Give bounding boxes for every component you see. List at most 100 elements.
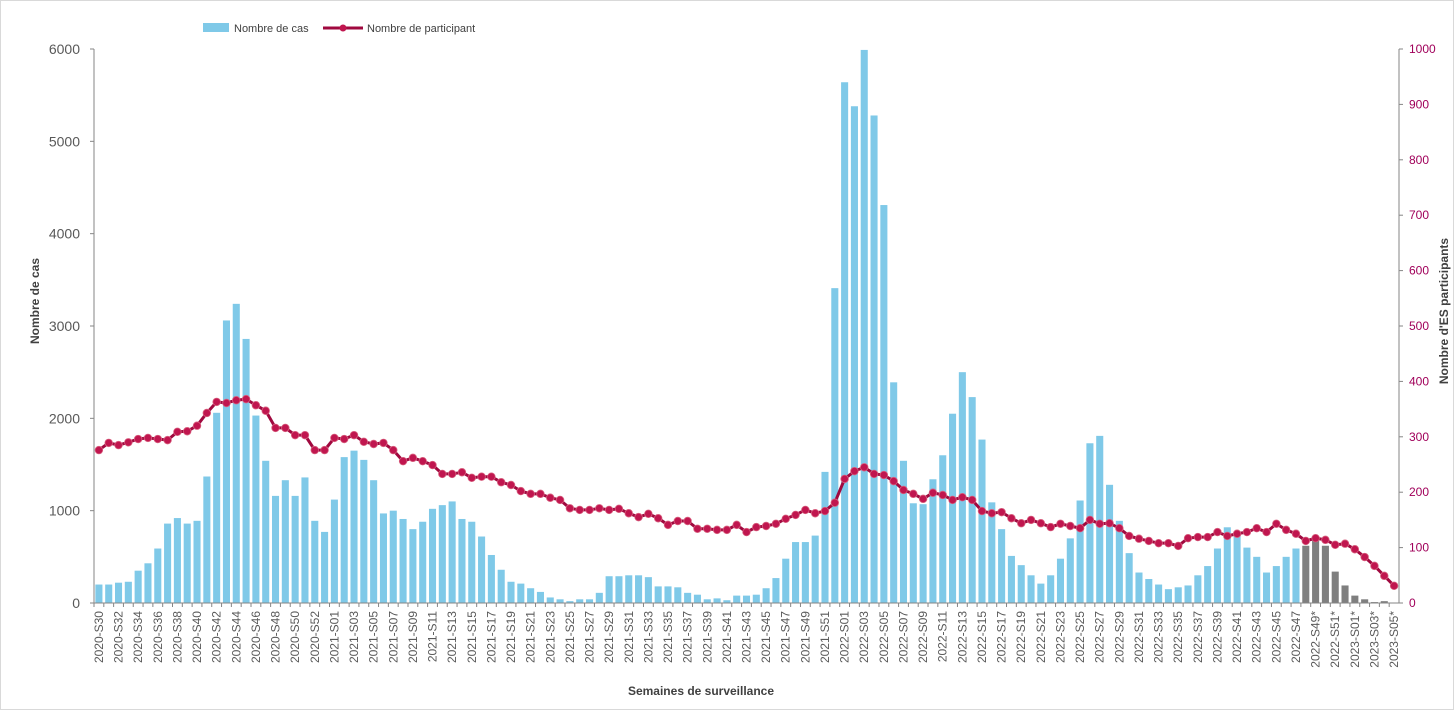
bar-2021-S48: [792, 542, 800, 603]
point-2021-S40: [712, 525, 722, 535]
point-2022-S30: [1124, 531, 1134, 541]
bar-2021-S41: [723, 600, 731, 603]
point-2022-S37: [1193, 532, 1203, 542]
bar-2022-S36: [1184, 585, 1192, 603]
point-2023-S02*: [1360, 552, 1369, 562]
x-tick-label-2021-S07: 2021-S07: [386, 611, 400, 663]
point-2021-S50: [810, 509, 820, 518]
point-2022-S27: [1095, 519, 1104, 528]
bar-2022-S04: [870, 115, 878, 603]
point-2022-S50*: [1321, 535, 1330, 545]
point-2020-S51: [300, 430, 310, 440]
x-tick-label-2020-S46: 2020-S46: [249, 611, 263, 663]
bar-2021-S20: [517, 583, 525, 603]
bar-2021-S39: [703, 599, 711, 603]
y-tick-label-right: 800: [1409, 153, 1429, 167]
point-2022-S47: [1291, 529, 1301, 538]
point-2022-S33: [1154, 538, 1163, 548]
point-2021-S20: [516, 486, 526, 496]
point-2022-S35: [1174, 541, 1183, 551]
point-2020-S41: [202, 408, 212, 418]
point-2020-S30: [94, 445, 104, 455]
bar-2022-S34: [1164, 589, 1172, 603]
bar-2021-S02: [340, 457, 348, 603]
point-2020-S53: [320, 445, 329, 455]
y-tick-label-left: 1000: [49, 503, 80, 519]
bar-2023-S02*: [1361, 599, 1369, 603]
bar-2022-S19: [1017, 565, 1025, 603]
point-2020-S36: [153, 434, 162, 444]
bar-2021-S23: [546, 597, 554, 603]
x-tick-label-2022-S11: 2022-S11: [936, 611, 950, 662]
bar-2022-S37: [1194, 575, 1202, 603]
x-tick-label-2021-S09: 2021-S09: [406, 611, 420, 663]
x-tick-label-2021-S25: 2021-S25: [563, 611, 577, 663]
point-2020-S38: [173, 427, 182, 437]
bar-2022-S49*: [1312, 538, 1320, 603]
point-2022-S19: [1017, 519, 1026, 528]
bar-2020-S39: [183, 523, 191, 603]
point-2020-S35: [143, 433, 153, 443]
bar-2022-S38: [1204, 566, 1212, 603]
point-2021-S03: [349, 430, 359, 440]
bar-2020-S51: [301, 477, 309, 603]
y-tick-label-left: 4000: [49, 226, 80, 242]
point-2022-S40: [1223, 531, 1232, 541]
bar-2020-S37: [164, 523, 172, 603]
point-2021-S42: [732, 520, 741, 530]
bar-2021-S28: [595, 592, 603, 603]
point-2022-S43: [1252, 524, 1261, 533]
bar-2020-S33: [124, 581, 132, 603]
bar-2022-S06: [890, 382, 898, 603]
point-2022-S20: [1026, 515, 1036, 525]
bar-2021-S14: [458, 518, 466, 603]
bar-2021-S21: [527, 588, 535, 603]
point-2020-S50: [290, 430, 300, 440]
point-2020-S40: [192, 421, 202, 430]
x-tick-label-2022-S41: 2022-S41: [1230, 611, 1244, 663]
x-tick-label-2020-S32: 2020-S32: [112, 611, 126, 663]
bar-2021-S12: [438, 505, 446, 603]
point-2022-S28: [1105, 519, 1114, 528]
bar-2021-S06: [379, 513, 387, 603]
point-2021-S47: [781, 514, 790, 523]
point-2022-S02: [850, 466, 859, 476]
bar-2023-S01*: [1351, 595, 1359, 603]
bar-2020-S46: [252, 415, 260, 603]
point-2022-S34: [1164, 538, 1173, 548]
point-2020-S32: [114, 440, 123, 450]
point-2020-S48: [271, 423, 280, 433]
bar-2020-S44: [232, 303, 240, 603]
x-tick-label-2021-S21: 2021-S21: [524, 611, 538, 663]
point-2020-S45: [241, 394, 251, 404]
bar-2022-S33: [1155, 584, 1163, 603]
bar-2022-S09: [919, 504, 927, 603]
point-2021-S02: [340, 434, 349, 444]
bar-2021-S08: [399, 518, 407, 603]
bar-2021-S15: [468, 521, 476, 603]
bar-2021-S38: [693, 594, 701, 603]
x-tick-label-2020-S48: 2020-S48: [269, 611, 283, 663]
point-2021-S28: [595, 504, 604, 513]
y-tick-label-left: 5000: [49, 133, 80, 149]
y-tick-label-right: 1000: [1409, 42, 1436, 56]
point-2020-S43: [222, 398, 231, 408]
bar-2020-S43: [222, 320, 230, 603]
point-2022-S14: [967, 495, 977, 505]
bar-2021-S09: [409, 529, 417, 603]
point-2021-S52: [830, 498, 840, 507]
point-2022-S07: [899, 485, 908, 495]
point-2020-S39: [183, 427, 192, 436]
x-tick-label-2021-S49: 2021-S49: [798, 611, 812, 663]
bar-2020-S48: [271, 495, 280, 603]
x-tick-label-2022-S37: 2022-S37: [1191, 611, 1205, 663]
x-tick-label-2022-S21: 2022-S21: [1034, 611, 1048, 663]
point-2021-S49: [801, 505, 810, 515]
y-tick-label-left: 0: [72, 595, 80, 611]
point-2022-S46: [1281, 525, 1291, 535]
bar-2020-S34: [134, 570, 142, 603]
point-2021-S32: [634, 512, 643, 522]
bar-2021-S37: [684, 592, 692, 603]
point-2021-S22: [536, 489, 545, 499]
point-2022-S22: [1046, 522, 1055, 532]
